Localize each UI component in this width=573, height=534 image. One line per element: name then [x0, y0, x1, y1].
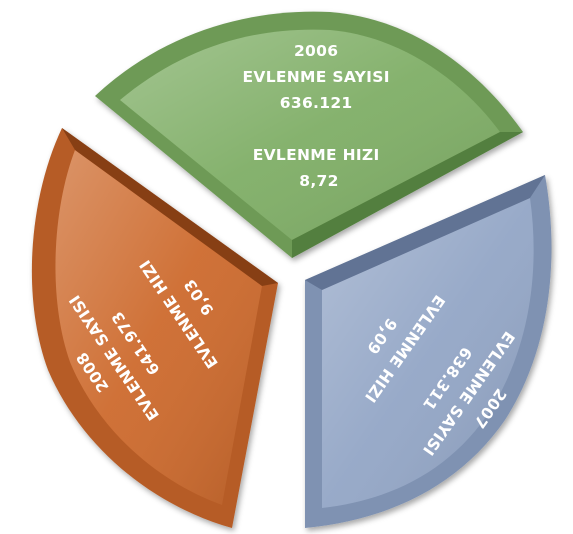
slice-2007-bevel-dark	[305, 175, 545, 290]
label-2006-count: 636.121	[280, 94, 353, 112]
label-2006-rate: 8,72	[299, 172, 338, 190]
pie-slice-2007: 2007 EVLENME SAYISI 638.311 EVLENME HIZI…	[305, 175, 552, 528]
label-2006-rate-label: EVLENME HIZI	[253, 146, 380, 164]
pie-slice-2006: 2006 EVLENME SAYISI 636.121 EVLENME HIZI…	[95, 11, 523, 258]
slice-2006-bevel-dark	[292, 132, 523, 258]
slice-2006-gloss	[120, 29, 500, 240]
slice-2007-gloss	[322, 198, 534, 508]
label-2006-count-label: EVLENME SAYISI	[243, 68, 390, 86]
slice-2008-bevel-dark	[62, 128, 278, 286]
svg-text:2006 EVLENME SAYISI: 2006 EVLENME SAYISI 636.121 EVLENME HIZI…	[243, 42, 396, 190]
slice-2008-gloss	[55, 150, 262, 505]
label-2006-year: 2006	[294, 42, 338, 60]
pie-slice-2008: 2008 EVLENME SAYISI 641.973 EVLENME HIZI…	[31, 128, 279, 528]
